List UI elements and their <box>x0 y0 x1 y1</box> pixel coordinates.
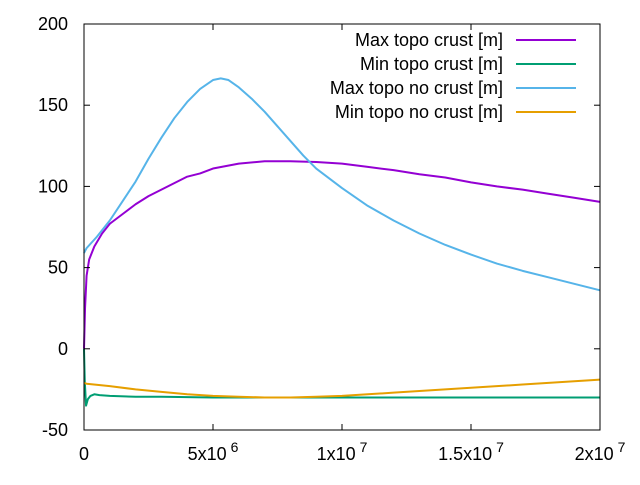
x-tick-exponent: 7 <box>496 439 504 455</box>
legend-label-3: Max topo no crust [m] <box>330 78 503 98</box>
legend: Max topo crust [m] Min topo crust [m] Max … <box>330 30 576 122</box>
x-tick-mantissa: 0 <box>79 444 89 464</box>
x-tick-label: 1x10 7 <box>317 439 368 464</box>
x-tick-mantissa: 5x10 <box>188 444 227 464</box>
y-tick-label: 0 <box>58 339 68 359</box>
series-line-4 <box>83 378 601 399</box>
x-tick-label: 1.5x10 7 <box>438 439 504 464</box>
y-tick-label: 100 <box>38 176 68 196</box>
x-tick-mantissa: 1.5x10 <box>438 444 492 464</box>
series-line-3 <box>83 77 601 292</box>
x-tick-exponent: 7 <box>360 439 368 455</box>
x-tick-exponent: 7 <box>618 439 626 455</box>
legend-label-1: Max topo crust [m] <box>355 30 503 50</box>
series-layer <box>83 77 601 407</box>
series-line-2 <box>83 348 600 407</box>
x-tick-mantissa: 1x10 <box>317 444 356 464</box>
x-tick-mantissa: 2x10 <box>575 444 614 464</box>
legend-label-2: Min topo crust [m] <box>360 54 503 74</box>
legend-label-4: Min topo no crust [m] <box>335 102 503 122</box>
y-tick-label: -50 <box>42 420 68 440</box>
y-tick-label: 200 <box>38 14 68 34</box>
x-tick-label: 2x10 7 <box>575 439 626 464</box>
y-tick-label: 150 <box>38 95 68 115</box>
x-tick-exponent: 6 <box>231 439 239 455</box>
x-tick-label: 5x10 6 <box>188 439 239 464</box>
series-line-1 <box>83 160 601 349</box>
x-tick-label: 0 <box>79 444 89 464</box>
y-tick-label: 50 <box>48 258 68 278</box>
